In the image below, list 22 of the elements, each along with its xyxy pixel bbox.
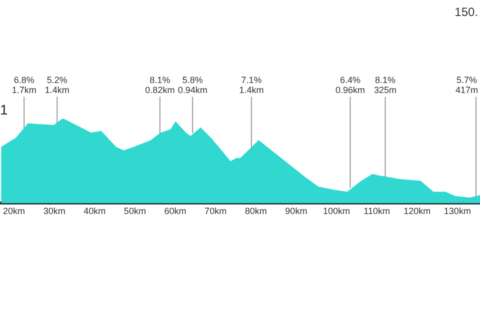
annotation: 7.1% 1.4km	[239, 74, 264, 95]
x-tick-label: 70km	[204, 206, 227, 216]
annotation: 5.7% 417m	[455, 74, 478, 95]
annotation: 6.8% 1.7km	[12, 74, 36, 95]
x-tick-label: 80km	[244, 206, 267, 216]
annotation: 5.8% 0.94km	[178, 74, 208, 95]
x-tick-label: 20km	[2, 206, 26, 216]
chart-title: 1	[0, 101, 8, 118]
x-tick-label: 120km	[404, 206, 431, 216]
x-tick-label: 130km	[444, 206, 471, 216]
x-tick-label: 110km	[364, 206, 390, 216]
annotation: 8.1% 325m	[374, 74, 397, 95]
annotation: 6.4% 0.96km	[335, 74, 365, 95]
x-tick-label: 60km	[164, 206, 186, 216]
x-tick-label: 50km	[124, 206, 146, 216]
text: 150.	[454, 5, 478, 19]
x-tick-label: 40km	[84, 206, 106, 216]
annotation: 8.1% 0.82km	[145, 74, 175, 95]
x-tick-label: 90km	[285, 206, 308, 216]
x-tick-label: 100km	[322, 206, 350, 216]
annotation: 5.2% 1.4km	[44, 74, 70, 95]
x-tick-label: 30km	[43, 206, 66, 216]
